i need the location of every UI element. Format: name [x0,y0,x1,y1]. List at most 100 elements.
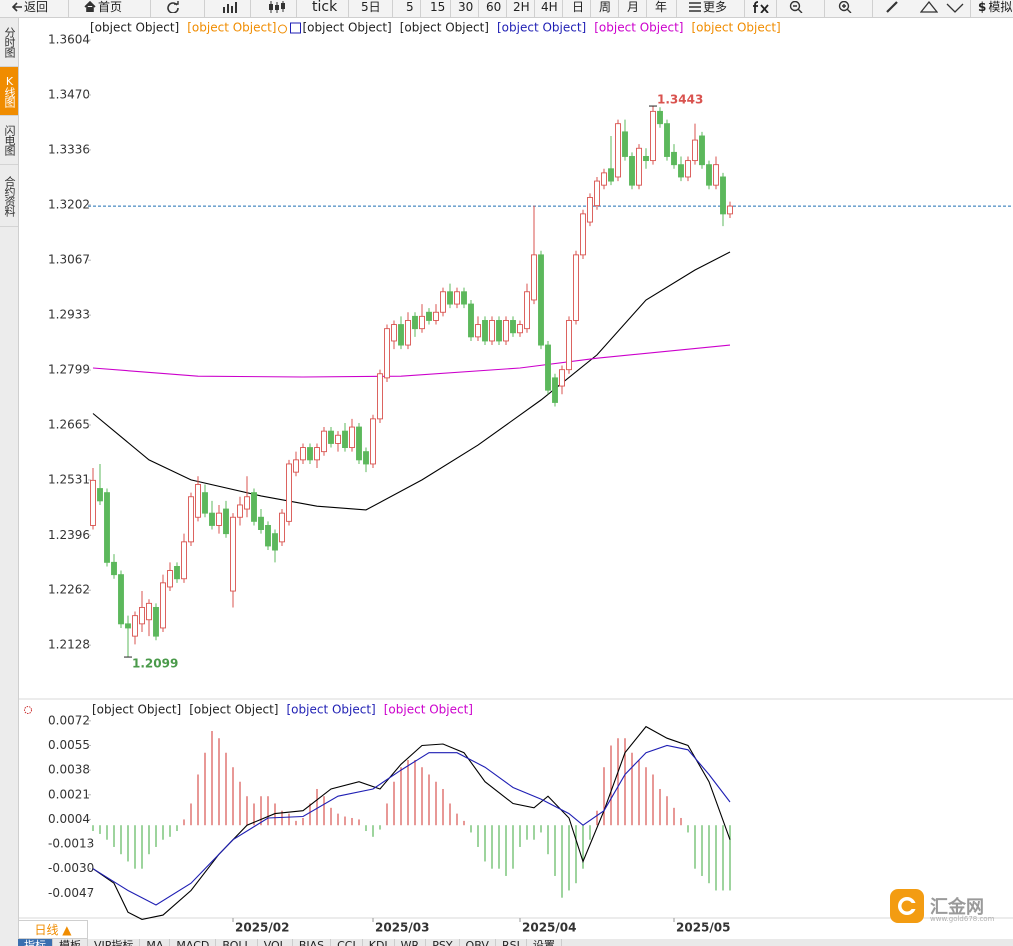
label: 15 [430,0,446,14]
period-button[interactable]: 15 [430,0,445,15]
indicator-tab[interactable]: BIAS [293,939,332,946]
candle-body [167,570,173,588]
triangle-icon [920,0,938,13]
indicator-tab[interactable]: BOLL [216,939,258,946]
period-button[interactable]: 5 [406,0,414,15]
candle-body [426,311,432,321]
candle-body [559,369,565,387]
candle-body [209,512,215,526]
candle-body [363,451,369,465]
candle-button[interactable] [268,0,286,15]
home-button[interactable]: 首页 [84,0,122,15]
draw-button[interactable] [885,0,899,15]
candle-body [251,492,257,522]
back-button[interactable]: 返回 [12,0,48,15]
candle-body [244,496,250,510]
dropdown-button[interactable] [946,0,964,15]
separator [348,0,349,17]
candle-body [230,516,236,592]
period-button[interactable]: 4H [541,0,558,15]
y-tick-label: 1.2665 [48,418,90,432]
label: 返回 [24,0,49,14]
indicator-tab[interactable]: PSY [426,939,460,946]
indicator-tab[interactable]: 设置 [527,939,562,946]
candle-body [587,197,593,223]
indicator-tab[interactable]: CCI [331,939,363,946]
label: 月 [627,0,640,14]
back-icon [12,1,22,12]
period-button[interactable]: 年 [655,0,667,15]
candle-body [699,135,705,166]
legend-entry: [object Object] [187,21,276,35]
candle-body [90,479,96,526]
indicator-tab[interactable]: VIP指标 [88,939,141,946]
indicator-tab[interactable]: MACD [170,939,217,946]
indicator-tab[interactable]: VOL [258,939,293,946]
candle-body [111,561,117,576]
indicator-tab[interactable]: 模板 [53,939,88,946]
candle-body [321,430,327,453]
period-button[interactable]: 月 [627,0,639,15]
candle-body [370,418,376,465]
plot-background [19,18,1013,946]
separator [744,0,745,17]
indicator-tab[interactable]: OBV [460,939,496,946]
label: tick [312,0,338,15]
candle-body [412,315,418,330]
indicator-tab[interactable]: WR [395,939,427,946]
candle-body [328,430,334,444]
sidebar-tab[interactable]: 分时图 [0,18,18,67]
shape-button[interactable] [920,0,938,15]
y-tick-label: 1.3202 [48,197,90,211]
period-selector[interactable]: 日线 ▲ [18,920,88,939]
period-button[interactable]: 5日 [361,0,381,15]
indicator-tab[interactable]: RSI [496,939,527,946]
period-button[interactable]: 2H [513,0,530,15]
candle-body [391,324,397,342]
sidebar-tab[interactable]: 合约资料 [0,165,18,227]
candle-body [237,504,243,518]
zoom-out-button[interactable] [789,0,803,15]
candle-body [419,315,425,330]
candle-body [160,582,166,629]
candle-body [608,168,614,182]
zoom-in-button[interactable] [838,0,852,15]
refresh-icon [167,0,179,13]
candle-body [545,344,551,391]
period-button[interactable]: 周 [599,0,611,15]
simulate-button[interactable]: $ 模拟 [978,0,1012,15]
candle-body [510,320,516,334]
candle-body [531,254,537,301]
fx-button[interactable] [752,0,770,15]
x-tick-label: 2025/03 [375,921,429,935]
logo-url: www.gold678.com [930,915,995,923]
label: 模拟 [988,0,1013,14]
period-button[interactable]: 日 [572,0,584,15]
y-tick-label: 0.0021 [48,787,90,801]
sidebar-tab[interactable]: 闪电图 [0,116,18,165]
period-button[interactable]: tick [312,0,337,15]
separator [590,0,591,17]
home-icon [84,1,96,12]
separator [68,0,69,17]
more-button[interactable]: 更多 [689,0,727,15]
sidebar-tab[interactable]: K线图 [0,67,18,116]
separator [478,0,479,17]
candle-body [713,164,719,186]
separator [618,0,619,17]
indicator-tab[interactable]: 指标 [18,939,53,946]
macd-icon [24,706,32,714]
indicator-tab[interactable]: MA [140,939,171,946]
candle-body [118,574,124,625]
ma-icon [290,22,301,34]
refresh-button[interactable] [166,0,180,15]
settings-icon [278,24,287,34]
candle-body [139,606,145,625]
period-button[interactable]: 30 [458,0,473,15]
period-button[interactable]: 60 [486,0,501,15]
line-chart-button[interactable] [222,0,240,15]
indicator-tab[interactable]: KDJ [363,939,395,946]
candle-body [643,156,649,162]
candle-body [223,508,229,535]
